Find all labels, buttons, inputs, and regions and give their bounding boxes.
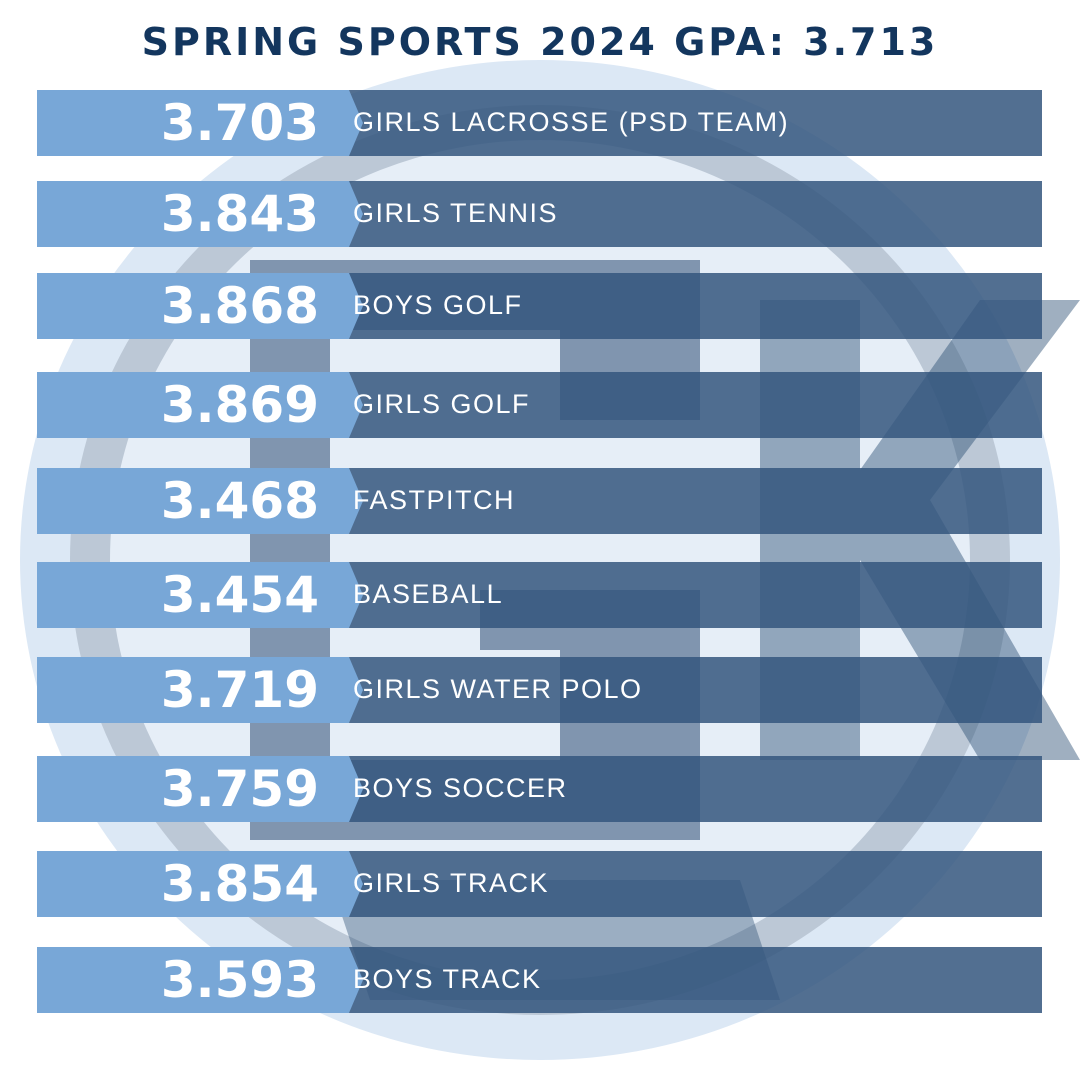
gpa-row: 3.759 BOYS SOCCER xyxy=(37,756,1042,822)
gpa-band xyxy=(37,90,347,156)
arrow-point xyxy=(345,562,363,628)
chart-title: SPRING SPORTS 2024 GPA: 3.713 xyxy=(141,20,939,64)
gpa-band xyxy=(37,947,347,1013)
sport-band xyxy=(327,372,1042,438)
gpa-row: 3.703 GIRLS LACROSSE (PSD TEAM) xyxy=(37,90,1042,156)
sport-band xyxy=(327,181,1042,247)
gpa-band xyxy=(37,468,347,534)
sport-band xyxy=(327,947,1042,1013)
gpa-band xyxy=(37,273,347,339)
gpa-band xyxy=(37,657,347,723)
arrow-point xyxy=(345,756,363,822)
sport-band xyxy=(327,851,1042,917)
gpa-value: 3.759 xyxy=(160,760,319,818)
gpa-value: 3.468 xyxy=(160,472,319,530)
sport-label: GIRLS GOLF xyxy=(353,389,531,419)
gpa-row: 3.869 GIRLS GOLF xyxy=(37,372,1042,438)
arrow-point xyxy=(345,851,363,917)
arrow-point xyxy=(345,468,363,534)
gpa-row: 3.593 BOYS TRACK xyxy=(37,947,1042,1013)
sport-label: GIRLS LACROSSE (PSD TEAM) xyxy=(353,107,790,137)
gpa-value: 3.843 xyxy=(160,185,319,243)
gpa-value: 3.854 xyxy=(160,855,319,913)
gpa-value: 3.593 xyxy=(160,951,319,1009)
gpa-row: 3.719 GIRLS WATER POLO xyxy=(37,657,1042,723)
sport-band xyxy=(327,273,1042,339)
gpa-value: 3.868 xyxy=(160,277,319,335)
gpa-value: 3.454 xyxy=(160,566,319,624)
gpa-value: 3.703 xyxy=(160,94,319,152)
arrow-point xyxy=(345,947,363,1013)
gpa-row: 3.843 GIRLS TENNIS xyxy=(37,181,1042,247)
sport-band xyxy=(327,468,1042,534)
gpa-band xyxy=(37,851,347,917)
sport-band xyxy=(327,562,1042,628)
sport-label: GIRLS TENNIS xyxy=(353,198,559,228)
arrow-point xyxy=(345,273,363,339)
gpa-band xyxy=(37,181,347,247)
gpa-band xyxy=(37,756,347,822)
gpa-row: 3.468 FASTPITCH xyxy=(37,468,1042,534)
arrow-point xyxy=(345,181,363,247)
sport-label: GIRLS TRACK xyxy=(353,868,550,898)
gpa-row: 3.454 BASEBALL xyxy=(37,562,1042,628)
gpa-band xyxy=(37,372,347,438)
sport-label: BOYS GOLF xyxy=(353,290,523,320)
gpa-band xyxy=(37,562,347,628)
sport-band xyxy=(327,756,1042,822)
sport-label: GIRLS WATER POLO xyxy=(353,674,643,704)
sport-label: BASEBALL xyxy=(353,579,504,609)
gpa-row: 3.854 GIRLS TRACK xyxy=(37,851,1042,917)
sport-band xyxy=(327,90,1042,156)
sport-label: FASTPITCH xyxy=(353,485,516,515)
gpa-value: 3.869 xyxy=(160,376,319,434)
arrow-point xyxy=(345,657,363,723)
sport-band xyxy=(327,657,1042,723)
sport-label: BOYS SOCCER xyxy=(353,773,568,803)
gpa-value: 3.719 xyxy=(160,661,319,719)
arrow-point xyxy=(345,90,363,156)
sport-label: BOYS TRACK xyxy=(353,964,542,994)
gpa-row: 3.868 BOYS GOLF xyxy=(37,273,1042,339)
arrow-point xyxy=(345,372,363,438)
